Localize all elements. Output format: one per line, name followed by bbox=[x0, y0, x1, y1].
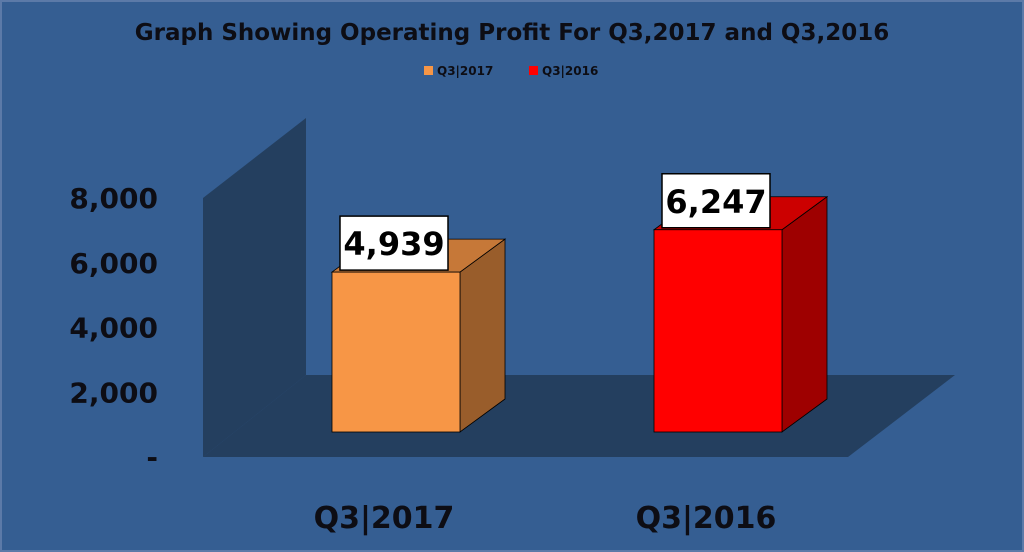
x-tick-label: Q3|2017 bbox=[314, 501, 455, 536]
y-tick-label: 4,000 bbox=[69, 312, 158, 345]
data-label-box bbox=[661, 173, 771, 229]
y-tick-label: 2,000 bbox=[69, 376, 158, 409]
legend-swatch-q3-2017 bbox=[424, 66, 433, 75]
bar-side bbox=[459, 238, 506, 433]
y-tick-label: - bbox=[146, 441, 158, 474]
data-label-2: 6,247 bbox=[661, 173, 771, 229]
y-tick-label: 8,000 bbox=[69, 182, 158, 215]
y-tick-label: 6,000 bbox=[69, 247, 158, 280]
x-tick-label: Q3|2016 bbox=[636, 501, 777, 536]
data-label-text: 4,939 bbox=[343, 225, 444, 263]
y-axis-ticks: - 2,000 4,000 6,000 8,000 bbox=[69, 182, 158, 474]
data-label-1: 4,939 bbox=[339, 215, 449, 271]
legend-label-q3-2017: Q3|2017 bbox=[437, 64, 493, 78]
legend-label-q3-2016: Q3|2016 bbox=[542, 64, 598, 78]
bar-front bbox=[653, 229, 783, 433]
data-label-text: 6,247 bbox=[665, 183, 766, 221]
chart-floor bbox=[203, 375, 955, 457]
bars: 4,939 6,247 bbox=[330, 173, 829, 433]
legend: Q3|2017 Q3|2016 bbox=[424, 64, 598, 78]
bar-side bbox=[781, 195, 828, 433]
chart-back-wall bbox=[203, 118, 306, 457]
chart-title: Graph Showing Operating Profit For Q3,20… bbox=[135, 20, 889, 46]
x-axis-ticks: Q3|2017 Q3|2016 bbox=[314, 501, 777, 536]
data-label-box bbox=[339, 215, 449, 271]
legend-swatch-q3-2016 bbox=[529, 66, 538, 75]
bar-2 bbox=[652, 195, 829, 433]
bar-front bbox=[331, 271, 461, 433]
